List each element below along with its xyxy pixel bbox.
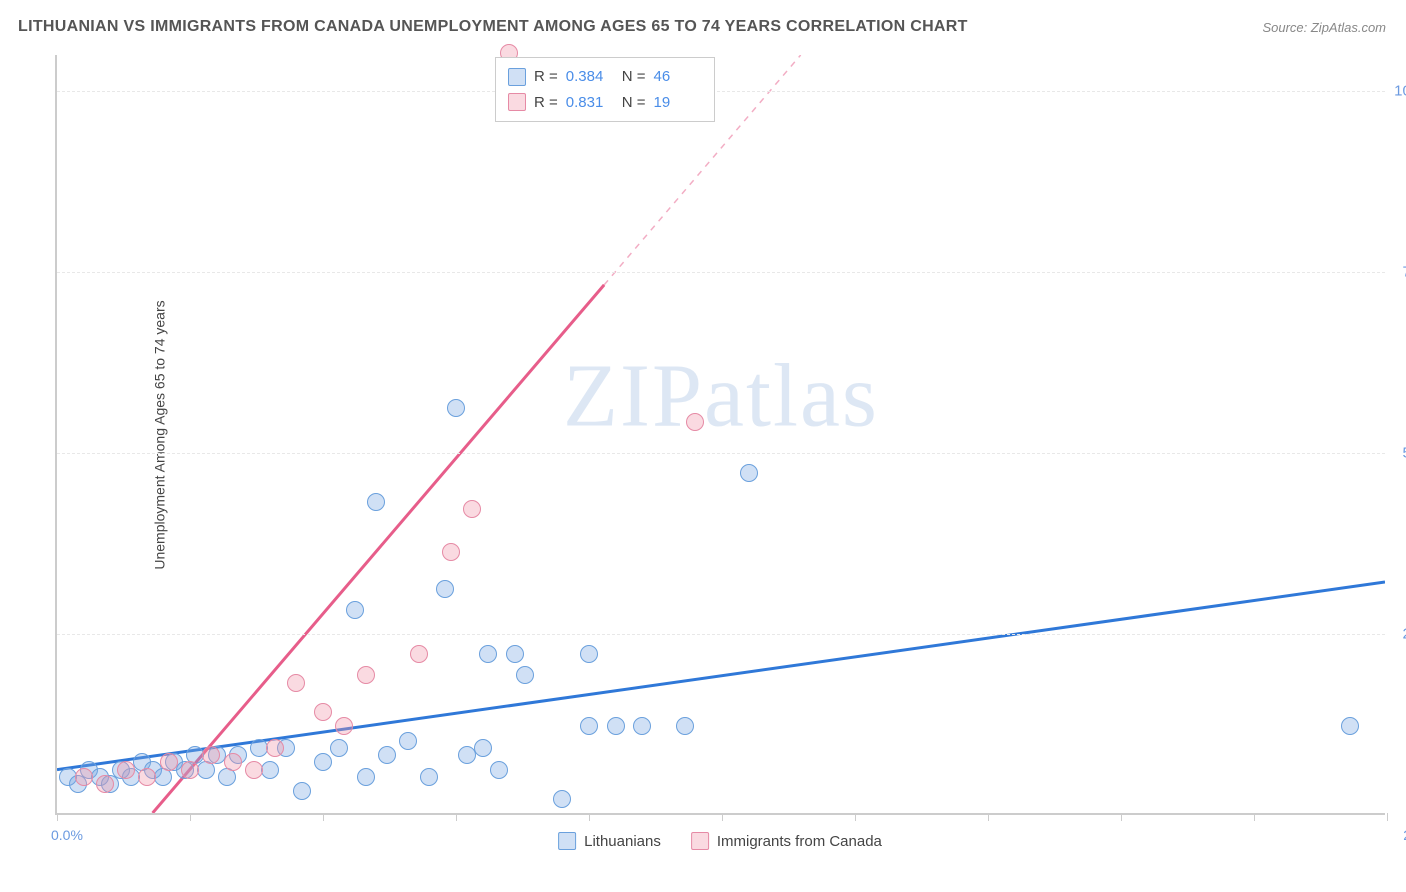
data-point: [138, 768, 156, 786]
data-point: [314, 753, 332, 771]
data-point: [367, 493, 385, 511]
data-point: [442, 543, 460, 561]
x-tick: [1254, 813, 1255, 821]
y-tick-label: 100.0%: [1394, 83, 1406, 100]
legend-label: Lithuanians: [584, 833, 661, 850]
stat-n-value: 19: [654, 90, 702, 116]
y-tick-label: 25.0%: [1402, 626, 1406, 643]
watermark: ZIPatlas: [563, 345, 879, 448]
legend-label: Immigrants from Canada: [717, 833, 882, 850]
x-tick: [988, 813, 989, 821]
series-swatch: [508, 68, 526, 86]
data-point: [676, 717, 694, 735]
stats-row: R = 0.384 N = 46: [508, 64, 702, 90]
y-tick-label: 75.0%: [1402, 264, 1406, 281]
data-point: [378, 746, 396, 764]
data-point: [740, 464, 758, 482]
data-point: [346, 601, 364, 619]
stat-r-value: 0.384: [566, 64, 614, 90]
stat-n-label: N =: [622, 64, 646, 90]
x-tick: [1121, 813, 1122, 821]
data-point: [516, 666, 534, 684]
data-point: [553, 790, 571, 808]
data-point: [117, 761, 135, 779]
data-point: [357, 666, 375, 684]
data-point: [202, 746, 220, 764]
data-point: [1341, 717, 1359, 735]
correlation-stats-box: R = 0.384 N = 46 R = 0.831 N = 19: [495, 57, 715, 122]
x-tick: [855, 813, 856, 821]
plot-region: ZIPatlas 25.0%50.0%75.0%100.0%0.0%25.0%: [55, 55, 1385, 815]
x-tick: [722, 813, 723, 821]
data-point: [293, 782, 311, 800]
data-point: [224, 753, 242, 771]
stat-r-label: R =: [534, 64, 558, 90]
trend-lines: [57, 55, 1385, 813]
x-tick: [57, 813, 58, 821]
stat-r-value: 0.831: [566, 90, 614, 116]
gridline-h: [57, 453, 1385, 454]
gridline-h: [57, 91, 1385, 92]
stat-n-value: 46: [654, 64, 702, 90]
legend: Lithuanians Immigrants from Canada: [558, 832, 882, 850]
x-tick-label: 0.0%: [51, 827, 83, 843]
data-point: [287, 674, 305, 692]
data-point: [357, 768, 375, 786]
data-point: [330, 739, 348, 757]
data-point: [410, 645, 428, 663]
data-point: [261, 761, 279, 779]
data-point: [420, 768, 438, 786]
y-tick-label: 50.0%: [1402, 445, 1406, 462]
stats-row: R = 0.831 N = 19: [508, 90, 702, 116]
legend-item: Lithuanians: [558, 832, 661, 850]
chart-title: LITHUANIAN VS IMMIGRANTS FROM CANADA UNE…: [18, 18, 968, 36]
data-point: [506, 645, 524, 663]
data-point: [266, 739, 284, 757]
data-point: [474, 739, 492, 757]
data-point: [463, 500, 481, 518]
data-point: [686, 413, 704, 431]
legend-swatch: [691, 832, 709, 850]
data-point: [580, 645, 598, 663]
data-point: [399, 732, 417, 750]
x-tick: [323, 813, 324, 821]
x-tick: [589, 813, 590, 821]
gridline-h: [57, 272, 1385, 273]
data-point: [160, 753, 178, 771]
gridline-h: [57, 634, 1385, 635]
data-point: [436, 580, 454, 598]
data-point: [490, 761, 508, 779]
data-point: [580, 717, 598, 735]
stat-r-label: R =: [534, 90, 558, 116]
x-tick: [1387, 813, 1388, 821]
data-point: [335, 717, 353, 735]
data-point: [314, 703, 332, 721]
legend-swatch: [558, 832, 576, 850]
data-point: [245, 761, 263, 779]
data-point: [447, 399, 465, 417]
legend-item: Immigrants from Canada: [691, 832, 882, 850]
x-tick: [190, 813, 191, 821]
data-point: [633, 717, 651, 735]
x-tick: [456, 813, 457, 821]
data-point: [607, 717, 625, 735]
series-swatch: [508, 93, 526, 111]
data-point: [479, 645, 497, 663]
data-point: [181, 761, 199, 779]
data-point: [96, 775, 114, 793]
chart-area: Unemployment Among Ages 65 to 74 years Z…: [55, 55, 1385, 815]
data-point: [75, 768, 93, 786]
source-attribution: Source: ZipAtlas.com: [1262, 20, 1386, 35]
stat-n-label: N =: [622, 90, 646, 116]
